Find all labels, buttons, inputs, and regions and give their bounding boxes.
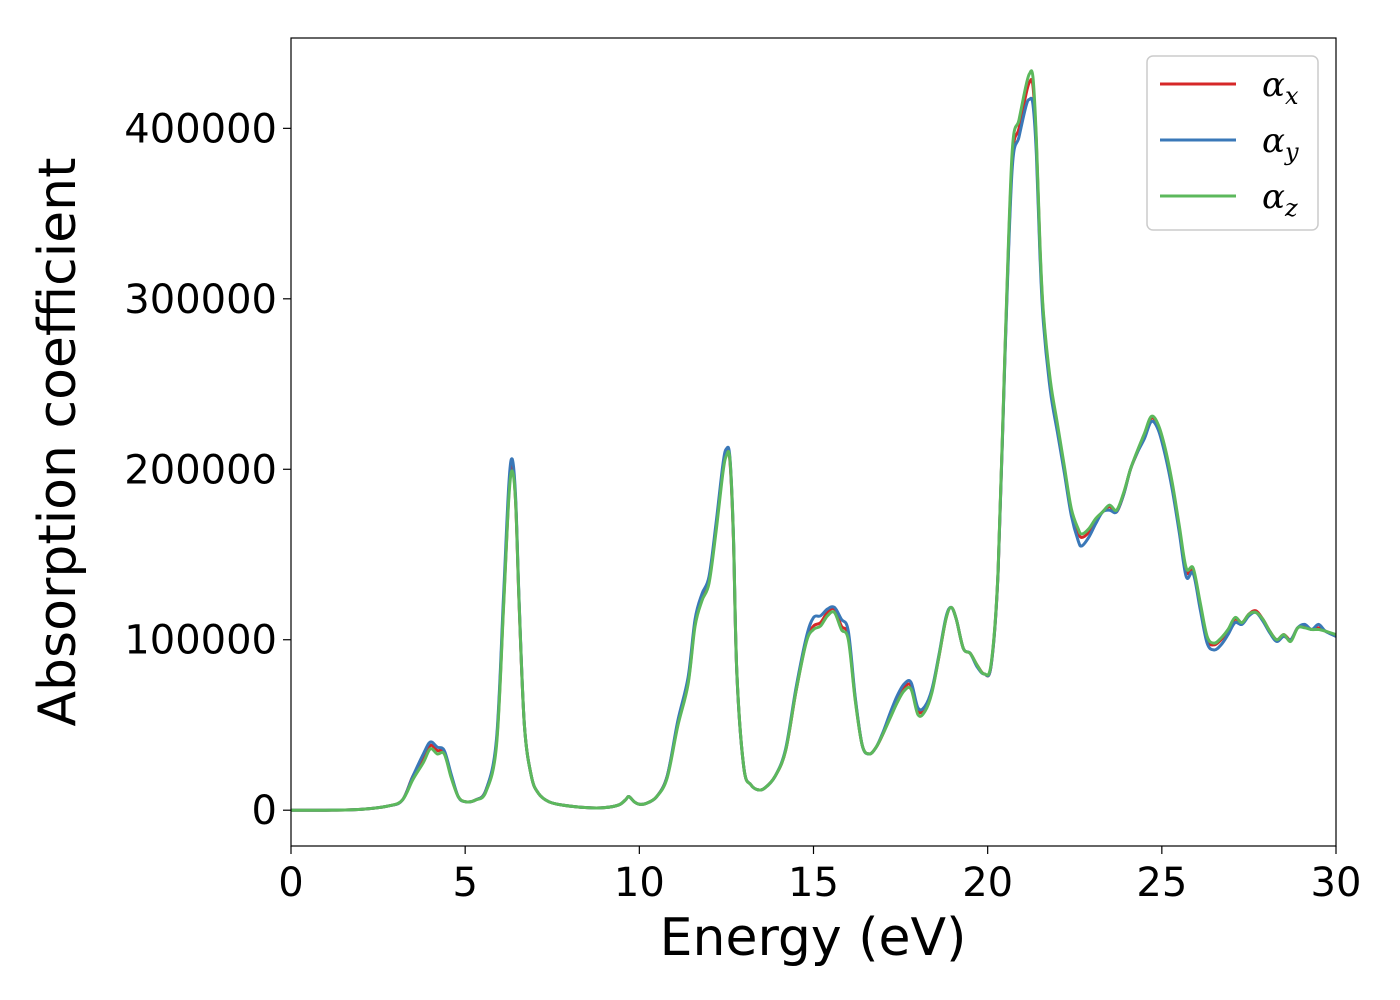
y-tick-label: 200000 bbox=[124, 447, 277, 493]
y-axis-title: Absorption coefficient bbox=[28, 157, 88, 726]
legend-label-alpha-y: αy bbox=[1262, 121, 1299, 166]
series-layer bbox=[291, 69, 1336, 812]
legend-subscript: z bbox=[1284, 194, 1298, 222]
x-tick-label: 10 bbox=[614, 860, 665, 906]
x-axis-title: Energy (eV) bbox=[660, 908, 967, 968]
y-tick-label: 400000 bbox=[124, 106, 277, 152]
legend-symbol: α bbox=[1262, 65, 1285, 105]
y-tick-label: 100000 bbox=[124, 618, 277, 664]
legend-label-alpha-x: αx bbox=[1262, 65, 1299, 110]
x-tick-label: 15 bbox=[788, 860, 839, 906]
series-line-alpha-z bbox=[291, 69, 1336, 812]
y-axis: 0 100000 200000 300000 400000 bbox=[124, 106, 291, 834]
x-tick-label: 30 bbox=[1311, 860, 1362, 906]
x-tick-label: 20 bbox=[962, 860, 1013, 906]
x-tick-label: 5 bbox=[452, 860, 477, 906]
y-tick-label: 0 bbox=[252, 788, 277, 834]
legend-symbol: α bbox=[1262, 121, 1285, 161]
legend-symbol: α bbox=[1262, 177, 1285, 217]
x-tick-label: 0 bbox=[278, 860, 303, 906]
legend-box bbox=[1146, 55, 1319, 231]
x-tick-label: 25 bbox=[1136, 860, 1187, 906]
y-tick-label: 300000 bbox=[124, 277, 277, 323]
legend-subscript: x bbox=[1285, 82, 1299, 110]
x-axis: 0 5 10 15 20 25 30 bbox=[278, 846, 1361, 906]
legend-subscript: y bbox=[1284, 138, 1299, 166]
legend-label-alpha-z: αz bbox=[1262, 177, 1298, 222]
